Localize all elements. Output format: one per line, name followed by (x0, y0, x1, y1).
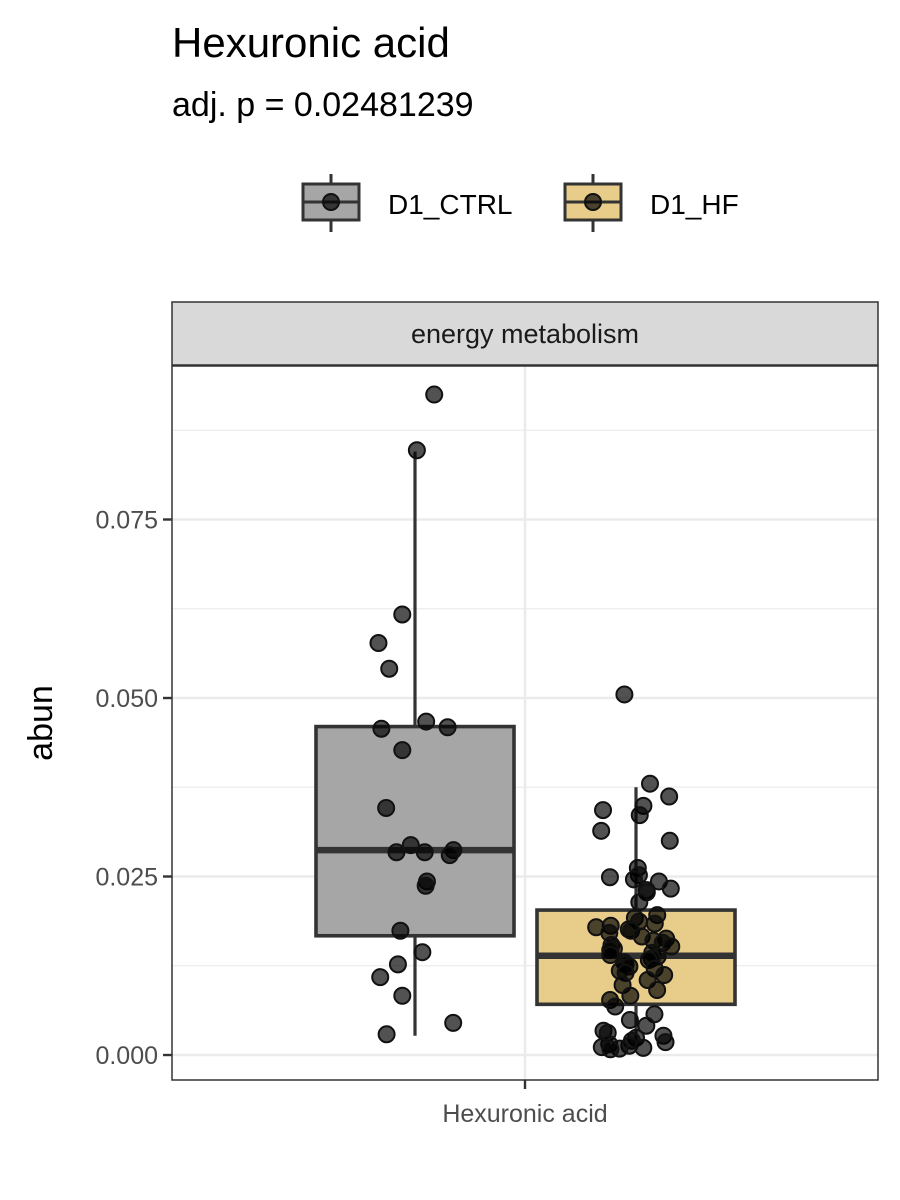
y-tick-label: 0.050 (95, 685, 158, 713)
data-point (592, 821, 611, 840)
data-point (620, 1011, 639, 1030)
legend-key-point (584, 193, 602, 211)
plot-panel: energy metabolism (171, 301, 879, 1081)
data-point (656, 1033, 675, 1052)
data-point (413, 943, 432, 962)
data-point (377, 1025, 396, 1044)
data-point (440, 846, 459, 865)
facet-strip-label: energy metabolism (411, 319, 639, 349)
y-axis: 0.000 0.025 0.050 0.075 (95, 507, 172, 1070)
data-point (655, 966, 674, 985)
legend-key-point (322, 193, 340, 211)
data-point (662, 937, 681, 956)
y-tick-label: 0.000 (95, 1042, 158, 1070)
legend: D1_CTRL D1_HF (301, 174, 739, 232)
data-point (624, 870, 643, 889)
data-point (601, 946, 620, 965)
data-point (438, 718, 457, 737)
data-point (660, 831, 679, 850)
box (314, 724, 516, 938)
data-point (393, 605, 412, 624)
data-point (637, 1016, 656, 1035)
boxes (314, 451, 737, 1050)
data-point (630, 893, 649, 912)
data-point (648, 981, 667, 1000)
data-point (401, 836, 420, 855)
data-point (600, 868, 619, 887)
data-point (621, 986, 640, 1005)
data-point (594, 801, 613, 820)
data-point (416, 876, 435, 895)
data-point (388, 955, 407, 974)
data-point (660, 787, 679, 806)
data-point (380, 659, 399, 678)
grid (172, 366, 878, 1080)
data-point (371, 968, 390, 987)
chart-subtitle: adj. p = 0.02481239 (172, 86, 474, 124)
y-tick-label: 0.025 (95, 864, 158, 892)
data-point (634, 1038, 653, 1057)
data-point (601, 1040, 620, 1059)
data-point (372, 719, 391, 738)
strip-background (171, 301, 879, 366)
data-point (377, 798, 396, 817)
y-tick-label: 0.075 (95, 507, 158, 535)
data-point (387, 843, 406, 862)
data-point (407, 441, 426, 460)
data-point (661, 879, 680, 898)
data-point (425, 385, 444, 404)
chart-title: Hexuronic acid (172, 19, 450, 66)
data-point (630, 806, 649, 825)
data-point (606, 997, 625, 1016)
legend-label: D1_CTRL (388, 189, 512, 220)
data-point (645, 914, 664, 933)
data-point (444, 1013, 463, 1032)
y-axis-title: abun (22, 685, 60, 761)
data-point (393, 986, 412, 1005)
data-point (391, 921, 410, 940)
points (369, 385, 681, 1059)
data-point (417, 712, 436, 731)
data-point (393, 741, 412, 760)
data-point (615, 685, 634, 704)
x-tick-label: Hexuronic acid (442, 1100, 607, 1128)
data-point (415, 843, 434, 862)
data-point (640, 774, 659, 793)
x-axis: Hexuronic acid (442, 1080, 608, 1128)
data-point (369, 634, 388, 653)
legend-label: D1_HF (650, 189, 739, 220)
